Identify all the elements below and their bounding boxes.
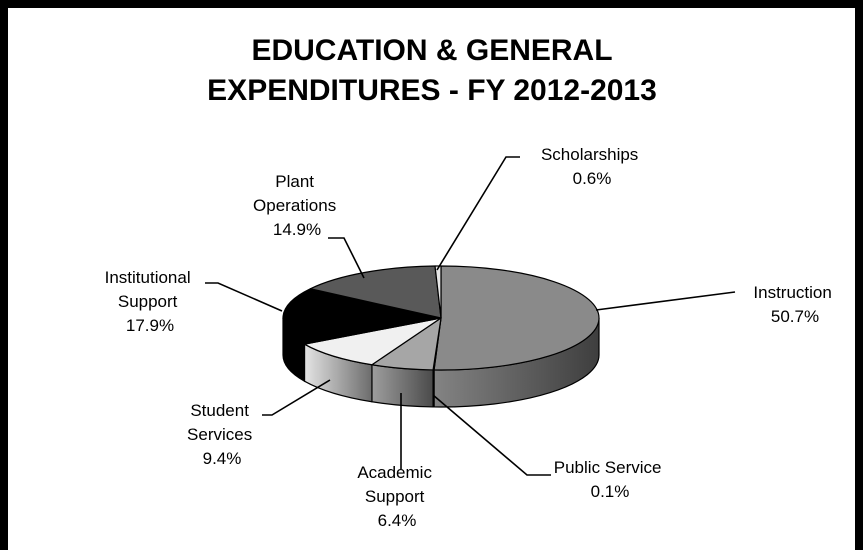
pie-side-shade-student-services bbox=[304, 344, 372, 402]
pie-slice-instruction bbox=[433, 265, 600, 371]
leader-lines bbox=[205, 156, 736, 476]
label-plant-operations: Plant Operations 14.9% bbox=[253, 172, 341, 239]
pie-slice-scholarships bbox=[434, 265, 442, 319]
pie-slice-plant-operations bbox=[309, 265, 442, 319]
label-student-services: Student Services 9.4% bbox=[187, 401, 257, 468]
chart-title-line-2: EXPENDITURES - FY 2012-2013 bbox=[207, 74, 657, 107]
leader-line-instruction bbox=[595, 291, 736, 311]
chart-title-line-1: EDUCATION & GENERAL bbox=[251, 34, 612, 67]
pie-slice-student-services bbox=[303, 317, 442, 366]
label-academic-support: Academic Support 6.4% bbox=[357, 463, 436, 530]
pie-slice-institutional-support bbox=[282, 288, 442, 345]
label-institutional-support: Institutional Support 17.9% bbox=[105, 268, 196, 335]
pie-side-shade-instruction bbox=[434, 318, 599, 407]
label-public-service: Public Service 0.1% bbox=[554, 458, 666, 501]
leader-line-institutional-support bbox=[205, 282, 283, 312]
leader-line-plant-operations bbox=[328, 237, 365, 279]
label-instruction: Instruction 50.7% bbox=[753, 283, 836, 326]
label-scholarships: Scholarships 0.6% bbox=[541, 145, 643, 188]
pie-side-shade-institutional-support bbox=[283, 318, 305, 382]
pie-side-shade-academic-support bbox=[371, 364, 434, 407]
leader-line-student-services bbox=[262, 379, 331, 416]
leader-line-public-service bbox=[432, 394, 551, 476]
pie-tops bbox=[282, 265, 600, 371]
leader-line-scholarships bbox=[436, 156, 520, 271]
